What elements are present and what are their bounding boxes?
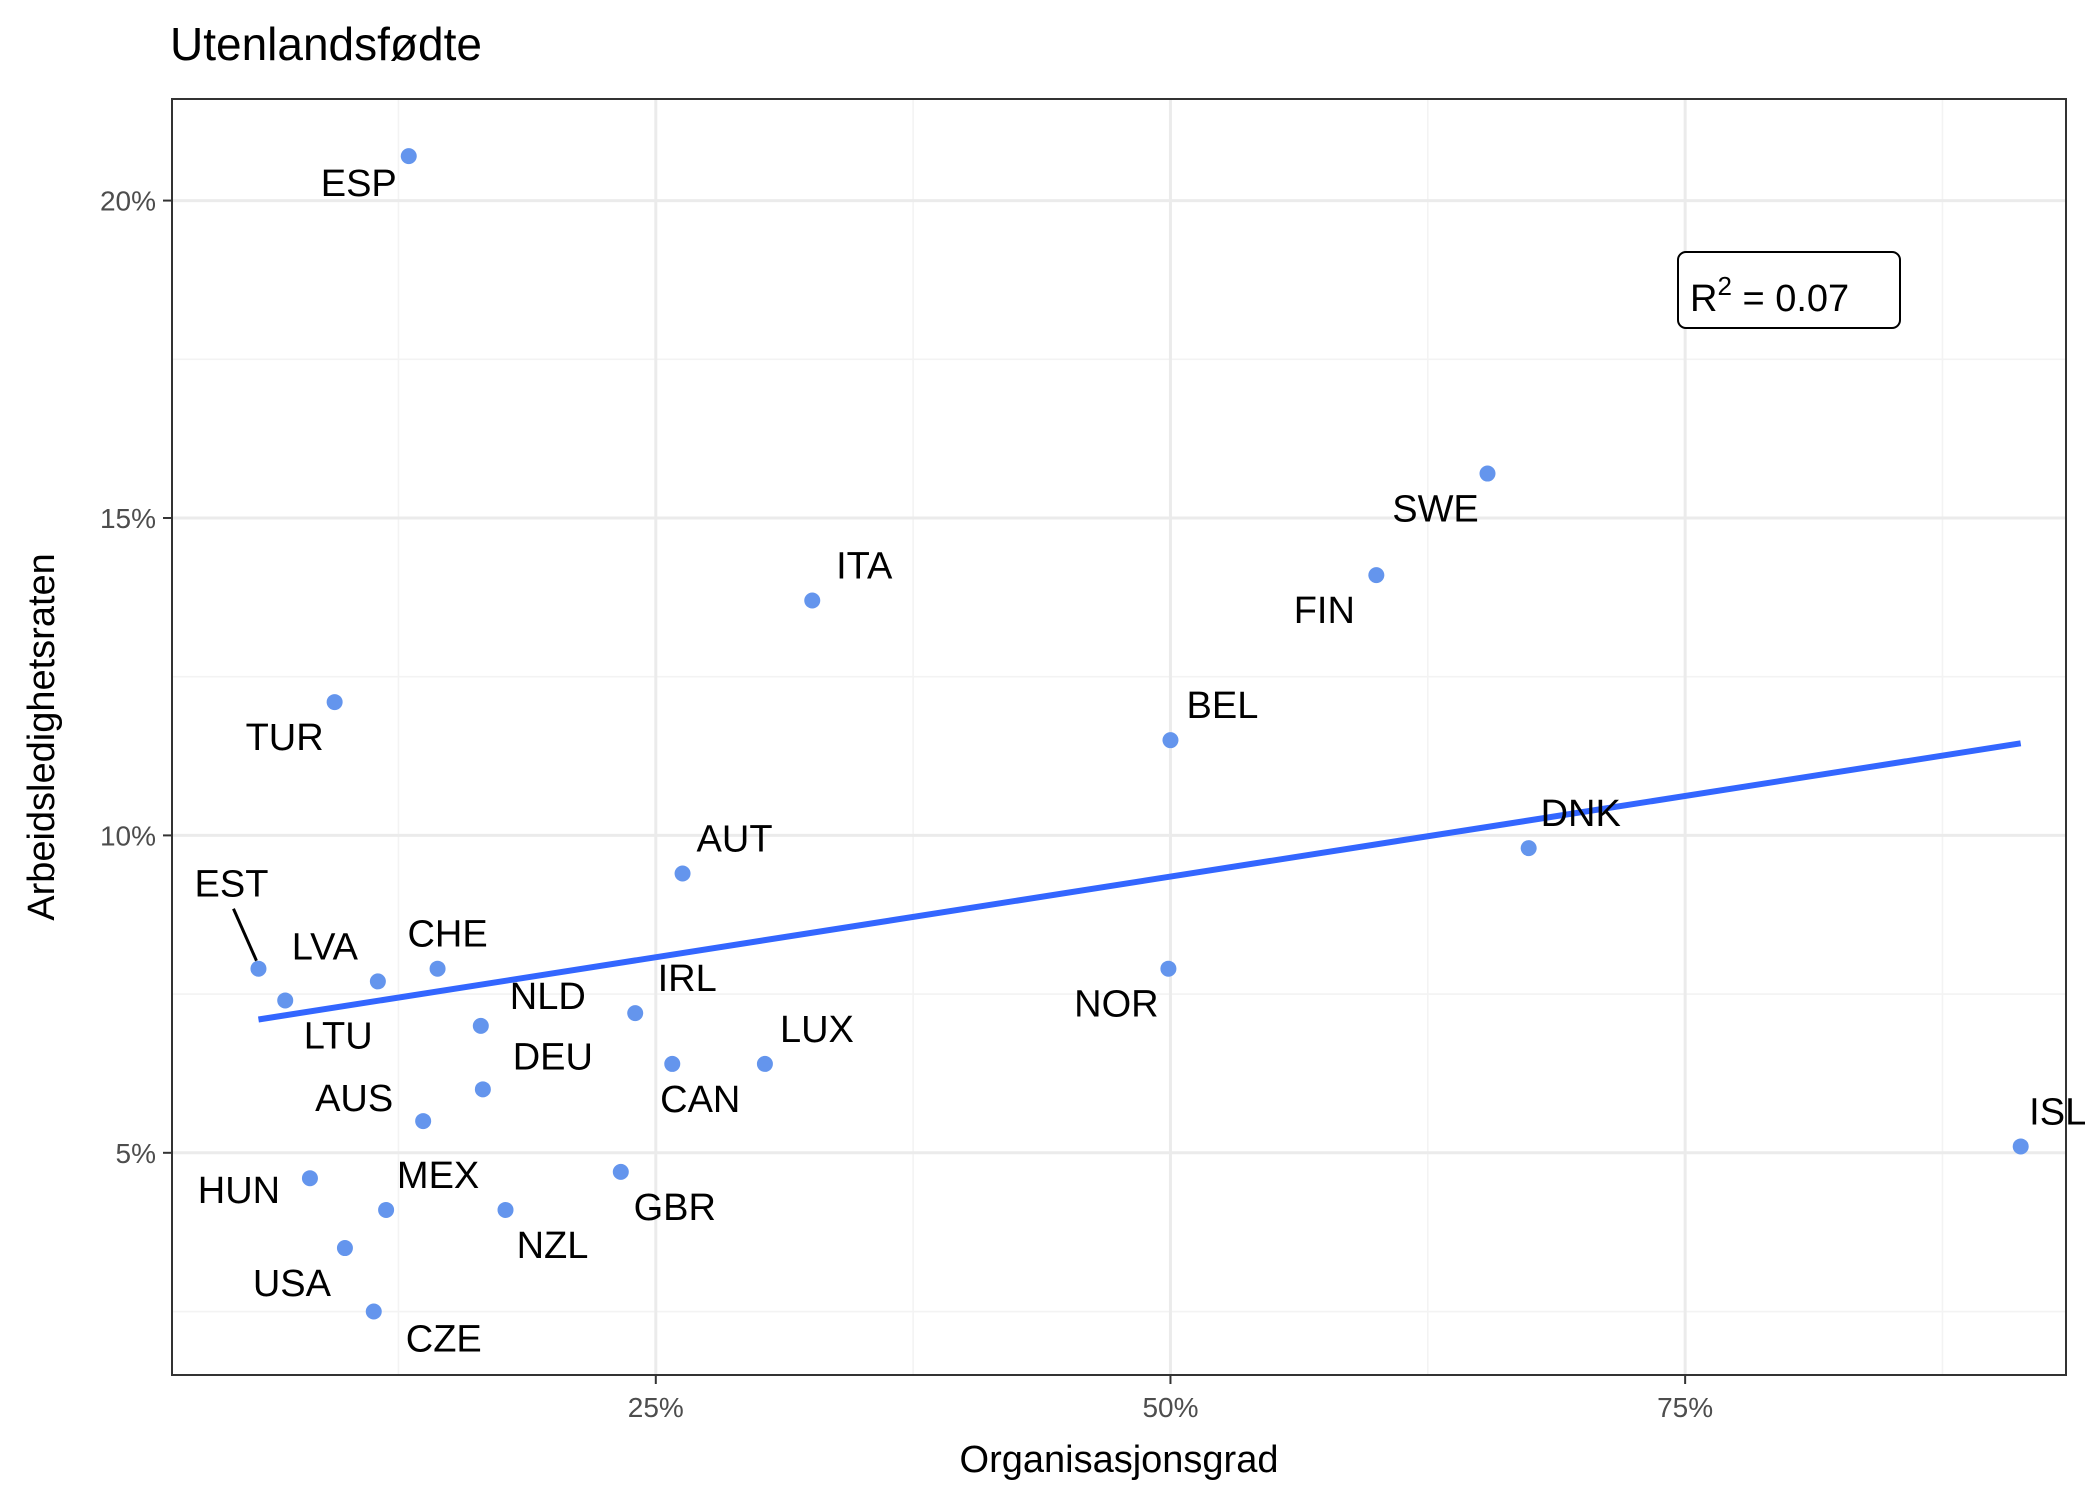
point-label-bel: BEL <box>1187 685 1259 727</box>
x-tick-label: 50% <box>1142 1392 1198 1423</box>
point-label-tur: TUR <box>246 717 324 759</box>
point-label-isl: ISL <box>2029 1091 2086 1133</box>
point-label-lva: LVA <box>292 926 359 968</box>
data-point-dnk <box>1520 840 1537 857</box>
point-label-mex: MEX <box>397 1155 479 1197</box>
data-points <box>250 148 2029 1320</box>
point-label-gbr: GBR <box>634 1187 716 1229</box>
point-label-aus: AUS <box>315 1078 393 1120</box>
data-point-aus <box>415 1113 432 1130</box>
point-label-deu: DEU <box>513 1036 593 1078</box>
point-label-esp: ESP <box>321 163 397 205</box>
data-point-esp <box>400 148 417 165</box>
y-tick-label: 15% <box>100 503 156 534</box>
y-tick-label: 20% <box>100 186 156 217</box>
data-point-irl <box>627 1005 644 1022</box>
point-label-nzl: NZL <box>517 1225 589 1267</box>
data-point-est <box>250 960 267 977</box>
r-squared-box <box>1677 251 1901 329</box>
chart-title: Utenlandsfødte <box>170 18 482 70</box>
point-label-ltu: LTU <box>304 1015 373 1057</box>
point-label-lux: LUX <box>780 1009 854 1051</box>
y-tick-label: 10% <box>100 820 156 851</box>
data-point-aut <box>674 865 691 882</box>
x-tick-label: 25% <box>628 1392 684 1423</box>
point-label-swe: SWE <box>1392 489 1479 531</box>
x-axis-title: Organisasjonsgrad <box>960 1439 1279 1481</box>
data-point-usa <box>336 1240 353 1257</box>
r-squared-value: = 0.07 <box>1732 278 1849 320</box>
point-label-can: CAN <box>660 1079 740 1121</box>
point-labels: ESP SWE FIN ITA TUR BEL DNK AUT EST CHE NOR LVA LTU I… <box>195 163 2087 1360</box>
point-label-irl: IRL <box>658 958 717 1000</box>
point-label-che: CHE <box>407 914 487 956</box>
data-point-lux <box>756 1055 773 1072</box>
y-axis-title: Arbeidsledighetsraten <box>21 553 63 921</box>
panel-border <box>171 98 2067 1376</box>
data-point-hun <box>301 1170 318 1187</box>
data-point-gbr <box>612 1163 629 1180</box>
r-squared-r: R <box>1690 278 1717 320</box>
data-point-mex <box>378 1201 395 1218</box>
point-label-cze: CZE <box>406 1319 482 1361</box>
data-point-che <box>429 960 446 977</box>
data-point-tur <box>326 694 343 711</box>
axes: 25% 50% 75% 5% 10% 15% 20% <box>100 186 1713 1423</box>
data-point-fin <box>1368 567 1385 584</box>
data-point-nzl <box>497 1201 514 1218</box>
data-point-swe <box>1479 465 1496 482</box>
regression-line-group <box>258 740 2022 1023</box>
point-label-hun: HUN <box>198 1170 280 1212</box>
data-point-can <box>664 1055 681 1072</box>
data-point-nld <box>472 1017 489 1034</box>
regression-line <box>258 740 2022 1023</box>
point-label-nor: NOR <box>1074 984 1158 1026</box>
label-leader-line <box>232 908 258 962</box>
point-label-aut: AUT <box>697 818 773 860</box>
point-label-usa: USA <box>253 1263 332 1305</box>
data-point-nor <box>1160 960 1177 977</box>
point-label-nld: NLD <box>510 976 586 1018</box>
x-tick-label: 75% <box>1657 1392 1713 1423</box>
point-label-ita: ITA <box>836 546 893 588</box>
r-squared-text: R2 = 0.07 <box>1690 271 1849 320</box>
data-point-ltu <box>277 992 294 1009</box>
data-point-bel <box>1162 732 1179 749</box>
r-squared-sup: 2 <box>1717 271 1731 301</box>
point-label-dnk: DNK <box>1541 793 1621 835</box>
data-point-deu <box>474 1081 491 1098</box>
data-point-isl <box>2012 1138 2029 1155</box>
data-point-ita <box>804 592 821 609</box>
data-point-lva <box>369 973 386 990</box>
point-label-fin: FIN <box>1294 590 1355 632</box>
y-tick-label: 5% <box>116 1138 156 1169</box>
point-label-est: EST <box>195 864 269 906</box>
r-squared-annotation: R2 = 0.07 <box>1677 251 1901 329</box>
data-point-cze <box>365 1303 382 1320</box>
